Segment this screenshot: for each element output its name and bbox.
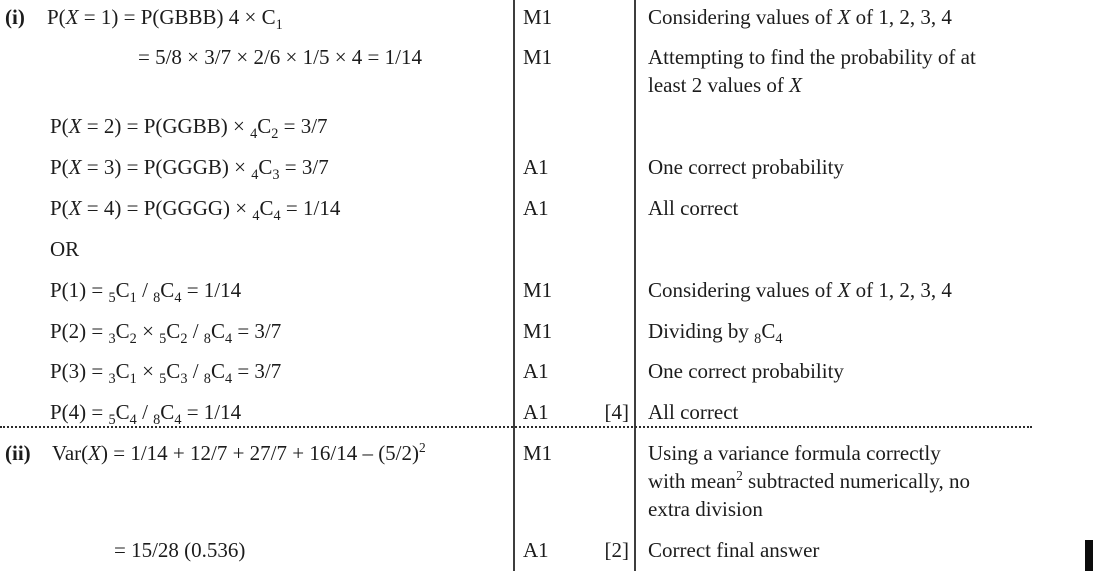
mark-code: M1 <box>523 5 553 29</box>
mark-code: M1 <box>523 441 553 465</box>
bracket-total: [4] <box>604 400 630 424</box>
description: Correct final answer <box>648 538 820 562</box>
description: All correct <box>648 196 739 220</box>
bracket-total: [2] <box>604 538 630 562</box>
description: One correct probability <box>648 155 844 179</box>
mark-code: M1 <box>523 45 553 69</box>
table-row: (i) P(X = 1) = P(GBBB) 4 × C1 M1 Conside… <box>0 3 1100 34</box>
formula: P(X = 3) = P(GGGB) × 4C3 = 3/7 <box>50 155 329 184</box>
table-row: P(4) = 5C4 / 8C4 = 1/14 A1 [4] All corre… <box>0 398 1100 429</box>
formula: OR <box>50 237 80 261</box>
formula: = 15/28 (0.536) <box>114 538 246 562</box>
table-row: (ii) Var(X) = 1/14 + 12/7 + 27/7 + 16/14… <box>0 439 1100 521</box>
formula: P(X = 2) = P(GGBB) × 4C2 = 3/7 <box>50 114 328 143</box>
mark-code: M1 <box>523 319 553 343</box>
table-row: P(1) = 5C1 / 8C4 = 1/14 M1 Considering v… <box>0 276 1100 307</box>
table-row: OR <box>0 235 1100 263</box>
part-label: (i) <box>5 5 25 29</box>
formula: P(1) = 5C1 / 8C4 = 1/14 <box>50 278 242 307</box>
part-label: (ii) <box>5 441 31 465</box>
mark-code: M1 <box>523 278 553 302</box>
mark-code: A1 <box>523 538 549 562</box>
description: Considering values of X of 1, 2, 3, 4 <box>648 5 952 29</box>
cursor-artifact <box>1085 540 1093 571</box>
description: Considering values of X of 1, 2, 3, 4 <box>648 278 952 302</box>
table-row: = 15/28 (0.536) A1 [2] Correct final ans… <box>0 536 1100 564</box>
table-row: P(2) = 3C2 × 5C2 / 8C4 = 3/7 M1 Dividing… <box>0 317 1100 348</box>
column-divider-marks <box>513 0 515 571</box>
formula: P(X = 1) = P(GBBB) 4 × C1 <box>47 5 283 34</box>
mark-code: A1 <box>523 196 549 220</box>
description: Attempting to find the probability of at… <box>648 45 976 97</box>
column-divider-description <box>634 0 636 571</box>
formula: Var(X) = 1/14 + 12/7 + 27/7 + 16/14 – (5… <box>52 440 426 465</box>
table-row: = 5/8 × 3/7 × 2/6 × 1/5 × 4 = 1/14 M1 At… <box>0 43 1100 97</box>
description: Dividing by 8C4 <box>648 319 783 348</box>
description: All correct <box>648 400 739 424</box>
formula: P(4) = 5C4 / 8C4 = 1/14 <box>50 400 242 429</box>
table-row: P(X = 3) = P(GGGB) × 4C3 = 3/7 A1 One co… <box>0 153 1100 184</box>
description: Using a variance formula correctly with m… <box>648 441 971 521</box>
description: One correct probability <box>648 359 844 383</box>
table-row: P(X = 2) = P(GGBB) × 4C2 = 3/7 <box>0 112 1100 143</box>
mark-code: A1 <box>523 359 549 383</box>
formula: P(3) = 3C1 × 5C3 / 8C4 = 3/7 <box>50 359 282 388</box>
mark-code: A1 <box>523 400 549 424</box>
formula: P(X = 4) = P(GGGG) × 4C4 = 1/14 <box>50 196 341 225</box>
table-row: P(X = 4) = P(GGGG) × 4C4 = 1/14 A1 All c… <box>0 194 1100 225</box>
formula: = 5/8 × 3/7 × 2/6 × 1/5 × 4 = 1/14 <box>138 45 422 69</box>
table-row: P(3) = 3C1 × 5C3 / 8C4 = 3/7 A1 One corr… <box>0 357 1100 388</box>
mark-code: A1 <box>523 155 549 179</box>
formula: P(2) = 3C2 × 5C2 / 8C4 = 3/7 <box>50 319 282 348</box>
section-divider-dotted <box>0 426 1032 428</box>
